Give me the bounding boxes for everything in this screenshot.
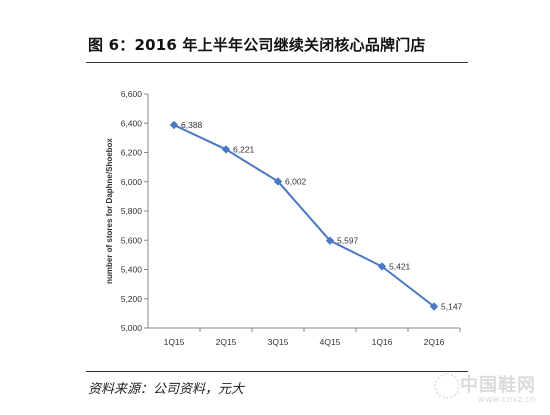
data-point-marker — [273, 177, 283, 186]
data-label: 5,597 — [337, 236, 359, 246]
x-tick-label: 1Q16 — [372, 337, 393, 347]
y-tick-label: 5,000 — [121, 323, 143, 333]
y-tick-label: 5,400 — [121, 265, 143, 275]
source-note: 资料来源：公司资料，元大 — [88, 382, 245, 397]
data-label: 6,388 — [181, 120, 203, 130]
y-tick-label: 5,200 — [121, 294, 143, 304]
x-tick-label: 4Q15 — [320, 337, 341, 347]
y-tick-label: 5,800 — [121, 206, 143, 216]
x-tick-label: 2Q15 — [216, 337, 237, 347]
figure-title: 图 6：2016 年上半年公司继续关闭核心品牌门店 — [88, 36, 426, 54]
data-point-marker — [169, 120, 179, 130]
watermark: 中国鞋网 www.cnxz.cn — [434, 371, 536, 405]
x-axis-ticks: 1Q15 2Q15 3Q15 4Q15 1Q16 2Q16 — [164, 328, 461, 347]
y-axis-label: number of stores for Daphne/Shoebox — [105, 138, 114, 284]
y-tick-label: 6,400 — [121, 118, 143, 128]
title-divider — [86, 62, 468, 63]
data-label: 6,221 — [233, 144, 255, 154]
data-point-marker — [377, 262, 387, 271]
watermark-url: www.cnxz.cn — [477, 395, 536, 405]
y-tick-label: 5,600 — [121, 235, 143, 245]
y-tick-label: 6,600 — [121, 89, 143, 99]
data-point-marker — [221, 145, 231, 154]
y-tick-label: 6,000 — [121, 177, 143, 187]
x-tick-label: 1Q15 — [164, 337, 185, 347]
data-label: 5,147 — [441, 302, 463, 312]
series-line — [173, 124, 435, 308]
y-tick-label: 6,200 — [121, 148, 143, 158]
data-point-marker — [325, 236, 335, 245]
y-axis-ticks: 5,000 5,200 5,400 5,600 5,800 6,000 6,200 6,400… — [121, 89, 148, 333]
data-label: 5,421 — [389, 261, 411, 271]
data-label: 6,002 — [285, 176, 307, 186]
watermark-text: 中国鞋网 — [460, 375, 536, 396]
x-tick-label: 2Q16 — [424, 337, 445, 347]
x-tick-label: 3Q15 — [268, 337, 289, 347]
chart-series: 6,388 6,221 6,002 5,597 5,421 5,147 — [169, 120, 463, 312]
data-point-marker — [429, 302, 439, 311]
shoe-logo-icon — [434, 373, 460, 399]
source-divider — [86, 371, 468, 372]
